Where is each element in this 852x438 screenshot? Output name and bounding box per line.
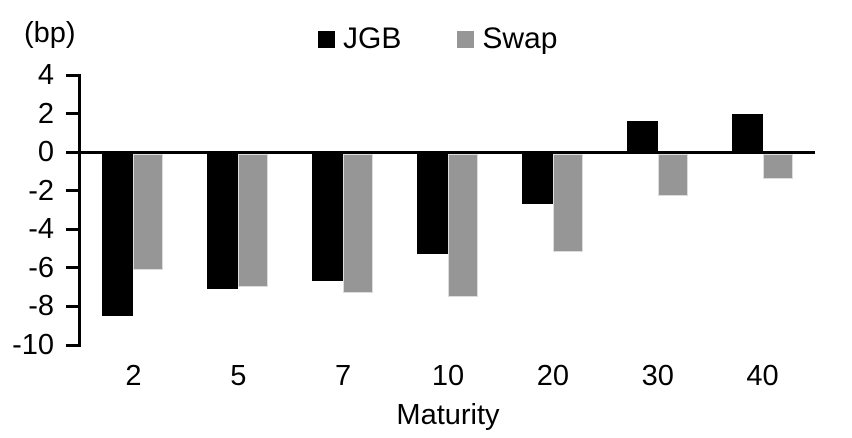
y-tick-label: -6 — [28, 251, 54, 284]
x-tick-label: 5 — [230, 360, 247, 392]
y-tick-label: -10 — [12, 329, 54, 361]
bar-jgb-20 — [521, 153, 553, 205]
y-tick-label: -8 — [28, 290, 54, 323]
y-tick-label: 2 — [37, 97, 54, 130]
y-axis-unit-label: (bp) — [24, 17, 76, 49]
bar-jgb-5 — [207, 153, 239, 290]
bar-swap-40 — [762, 153, 793, 180]
y-tick-label: -2 — [28, 174, 54, 207]
y-axis-tick — [66, 73, 81, 77]
y-axis-tick — [66, 112, 81, 116]
bar-jgb-30 — [626, 121, 658, 153]
y-axis-tick — [66, 266, 81, 270]
bar-swap-5 — [238, 153, 269, 288]
legend-label-jgb: JGB — [343, 22, 402, 55]
y-tick-label: 0 — [37, 136, 54, 169]
y-axis-tick — [66, 189, 81, 193]
bar-swap-10 — [448, 153, 478, 297]
bar-swap-7 — [343, 153, 374, 293]
x-tick-label: 20 — [536, 360, 569, 392]
swap-swatch-icon — [457, 30, 475, 48]
y-axis-tick — [66, 227, 81, 231]
x-tick-label: 10 — [431, 360, 465, 392]
y-axis-tick — [66, 304, 81, 308]
bar-jgb-10 — [417, 153, 448, 255]
x-tick-label: 7 — [335, 360, 352, 392]
legend-label-swap: Swap — [482, 22, 558, 55]
x-tick-label: 2 — [125, 360, 142, 392]
y-axis-tick — [66, 150, 81, 154]
y-axis-line — [78, 74, 81, 347]
bar-swap-2 — [133, 153, 164, 270]
zero-line — [78, 150, 815, 154]
x-tick-label: 40 — [746, 360, 779, 392]
x-tick-label: 30 — [641, 360, 674, 392]
y-tick-label: 4 — [37, 59, 54, 91]
bar-jgb-2 — [102, 153, 134, 317]
legend-item-jgb: JGB — [318, 22, 401, 56]
y-tick-label: -4 — [28, 213, 54, 246]
bar-jgb-7 — [312, 153, 344, 282]
legend: JGB Swap — [318, 22, 557, 56]
bar-jgb-40 — [731, 113, 763, 153]
legend-item-swap: Swap — [457, 22, 557, 56]
x-axis-title: Maturity — [396, 399, 500, 431]
bar-swap-30 — [657, 153, 688, 197]
bar-swap-20 — [552, 153, 583, 253]
y-axis-tick — [66, 343, 81, 347]
jgb-swatch-icon — [318, 30, 335, 48]
